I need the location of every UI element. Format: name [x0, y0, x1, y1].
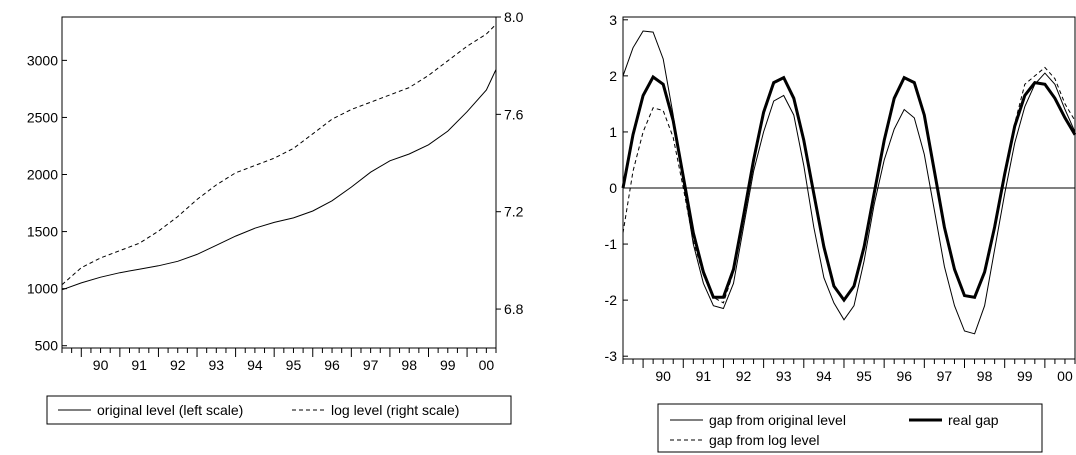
right-y-tick-label: 1 [609, 124, 617, 140]
right-x-tick-label: 95 [856, 368, 872, 384]
left-x-axis: 90 91 92 93 94 95 96 97 98 99 00 [61, 348, 497, 373]
left-y-tick-label: 2500 [27, 109, 58, 125]
left-x-tick-label: 96 [324, 357, 340, 373]
right-y-tick-label: 3 [609, 12, 617, 28]
right-y-axis: -3 -2 -1 0 1 2 3 [605, 12, 628, 364]
right-x-tick-label: 94 [816, 368, 832, 384]
right-scale-tick-label: 8.0 [504, 9, 524, 25]
right-x-tick-label: 99 [1017, 368, 1033, 384]
series-line-gap-original [622, 30, 1076, 335]
series-line-original-level [61, 69, 497, 291]
right-x-tick-label: 96 [896, 368, 912, 384]
legend-label-gap-original: gap from original level [709, 412, 846, 428]
left-series-group [61, 23, 497, 291]
left-y-tick-label: 1000 [27, 281, 58, 297]
left-y-tick-label: 2000 [27, 167, 58, 183]
left-right-y-axis: 6.8 7.2 7.6 8.0 [496, 9, 524, 317]
left-y-tick-label: 1500 [27, 224, 58, 240]
right-y-tick-label: -1 [605, 236, 618, 252]
series-line-gap-log [622, 66, 1076, 304]
right-x-tick-label: 97 [937, 368, 953, 384]
right-x-tick-label: 92 [736, 368, 752, 384]
right-scale-tick-label: 6.8 [504, 301, 524, 317]
right-y-tick-label: -3 [605, 348, 618, 364]
legend-label-original-level: original level (left scale) [97, 402, 243, 418]
left-legend-box [46, 395, 512, 425]
right-x-tick-label: 91 [696, 368, 712, 384]
right-scale-tick-label: 7.2 [504, 204, 524, 220]
left-x-tick-label: 90 [93, 357, 109, 373]
series-line-log-level [61, 23, 497, 286]
left-x-tick-label: 99 [440, 357, 456, 373]
left-x-tick-label: 95 [286, 357, 302, 373]
legend-label-gap-log: gap from log level [709, 432, 820, 448]
left-x-tick-label: 94 [247, 357, 263, 373]
series-line-real-gap [621, 74, 1076, 303]
left-x-tick-label: 92 [170, 357, 186, 373]
right-x-tick-label: 90 [655, 368, 671, 384]
right-legend: gap from original level real gap gap fro… [657, 403, 1043, 453]
right-series-group [621, 30, 1076, 335]
left-x-tick-label: 98 [401, 357, 417, 373]
left-legend: original level (left scale) log level (r… [46, 395, 512, 425]
legend-label-log-level: log level (right scale) [331, 402, 459, 418]
left-x-tick-label: 93 [209, 357, 225, 373]
left-x-tick-label: 91 [131, 357, 147, 373]
right-chart: -3 -2 -1 0 1 2 3 90 91 92 93 94 95 96 97 98 99 00 gap fr… [605, 12, 1076, 453]
left-y-tick-label: 3000 [27, 52, 58, 68]
right-y-tick-label: 2 [609, 68, 617, 84]
right-legend-box [657, 403, 1043, 453]
left-x-tick-label: 00 [479, 357, 495, 373]
right-x-tick-label: 93 [776, 368, 792, 384]
right-y-tick-label: -2 [605, 292, 618, 308]
right-scale-tick-label: 7.6 [504, 106, 524, 122]
right-x-tick-label: 00 [1057, 368, 1073, 384]
left-y-tick-label: 500 [35, 338, 59, 354]
right-x-tick-label: 98 [977, 368, 993, 384]
left-x-tick-label: 97 [363, 357, 379, 373]
right-x-axis: 90 91 92 93 94 95 96 97 98 99 00 [622, 359, 1076, 384]
right-y-tick-label: 0 [609, 180, 617, 196]
left-plot-frame [61, 16, 497, 349]
legend-label-real-gap: real gap [948, 412, 999, 428]
left-y-axis: 500 1000 1500 2000 2500 3000 [27, 52, 67, 354]
